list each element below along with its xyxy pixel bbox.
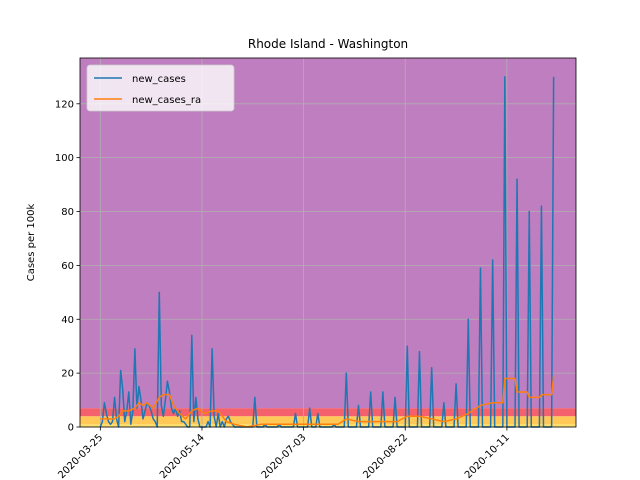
x-tick-label: 2020-08-22 bbox=[361, 432, 410, 480]
risk-band-2 bbox=[80, 408, 576, 417]
legend-box bbox=[86, 64, 235, 112]
y-tick-label: 100 bbox=[55, 153, 74, 164]
y-axis-ticks: 0 20 40 60 80 100 120 bbox=[55, 99, 80, 434]
x-tick-label: 2020-03-25 bbox=[56, 432, 105, 480]
risk-bands bbox=[80, 58, 576, 427]
y-tick-label: 80 bbox=[61, 207, 74, 218]
y-tick-label: 60 bbox=[61, 261, 74, 272]
x-tick-label: 2020-07-03 bbox=[260, 432, 309, 480]
legend: new_cases new_cases_ra bbox=[86, 64, 235, 112]
legend-label-new_cases_ra: new_cases_ra bbox=[132, 95, 201, 106]
y-tick-label: 120 bbox=[55, 99, 74, 110]
y-tick-label: 0 bbox=[68, 423, 74, 434]
series-line-new_cases_ra bbox=[100, 375, 555, 428]
x-tick-label: 2020-05-14 bbox=[158, 432, 207, 480]
chart-title: Rhode Island - Washington bbox=[248, 37, 408, 51]
y-tick-label: 40 bbox=[61, 315, 74, 326]
y-axis-label: Cases per 100k bbox=[26, 204, 37, 282]
risk-band-1 bbox=[80, 416, 576, 425]
risk-band-0 bbox=[80, 424, 576, 427]
x-tick-label: 2020-10-11 bbox=[463, 432, 512, 480]
x-axis-ticks: 2020-03-25 2020-05-14 2020-07-03 2020-08-22… bbox=[56, 427, 512, 480]
y-tick-label: 20 bbox=[61, 369, 74, 380]
legend-label-new_cases: new_cases bbox=[132, 74, 186, 85]
axes-frame bbox=[79, 57, 577, 428]
series-lines bbox=[99, 76, 555, 428]
